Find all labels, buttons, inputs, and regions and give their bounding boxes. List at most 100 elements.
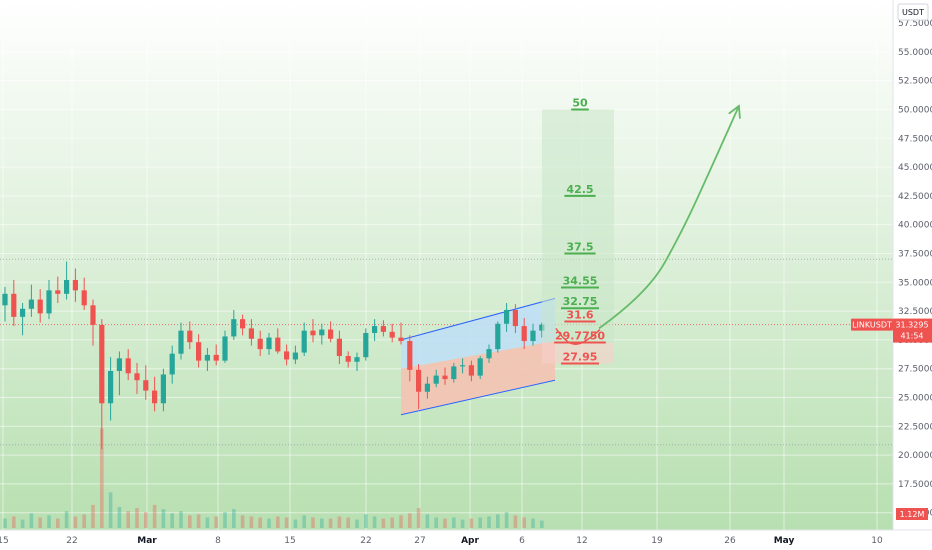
volume-bar [478,517,482,528]
candle-body [143,380,149,391]
volume-bar [82,514,86,528]
volume-bar [328,518,333,528]
price-axis-background [893,0,932,530]
price-tick-label: 50.0000 [898,105,932,115]
pullback-curve [555,327,601,345]
volume-bar [390,517,394,528]
time-tick-label: 22 [360,536,371,546]
volume-bar [443,518,447,528]
candle-body [20,308,26,317]
volume-bar [232,509,236,528]
candle-body [72,279,78,291]
grid [0,0,893,530]
candle-body [196,342,202,361]
volume-bar [161,509,166,528]
volume-bar [179,511,183,528]
symbol-label: LINKUSDT [852,321,892,330]
volume-bar [258,517,262,528]
candle-body [81,290,87,306]
price-tick-label: 27.5000 [898,365,932,375]
candle-body [28,299,34,309]
level-label: 32.75 [563,295,598,308]
volume-bar [399,515,403,528]
volume-bar [320,518,324,528]
level-label: 50 [572,96,588,109]
volume-bar [381,518,386,528]
time-tick-label: 15 [284,536,295,546]
target-arrow-curve [598,105,740,330]
candle-body [512,309,518,327]
volume-bar [293,519,298,528]
time-axis[interactable]: 15 22 Mar 8 15 22 27 Apr 6 12 19 26 May 10 [0,536,883,546]
candle-body [354,357,360,362]
candle-body [460,365,466,367]
volume-bar [355,519,359,528]
volume-bar [188,515,192,528]
volume-bar [311,517,315,528]
volume-bar [276,516,280,528]
target-zone [542,109,614,343]
volume-bar [108,492,113,528]
candle-body [398,337,404,342]
volume-bar [144,512,148,528]
volume-bar [364,514,368,528]
candle-body [477,358,483,376]
candle-body [486,349,492,359]
candle-body [99,324,105,404]
volume-bar [267,518,271,528]
volume-bar [302,515,306,528]
time-tick-label: May [774,536,795,546]
volume-bar [337,516,342,528]
channel-line [400,379,556,416]
price-tick-label: 57.5000 [898,19,932,29]
candles [2,261,545,450]
currency-unit-label: USDT [902,8,924,17]
volume-bar [135,508,139,528]
candle-body [257,338,263,350]
price-tick-label: 42.5000 [898,192,932,202]
candle-body [134,373,140,381]
candle-body [213,354,219,361]
candle-body [266,337,272,350]
candle-body [363,332,369,358]
time-tick-label: 12 [576,536,587,546]
price-tick-label: 40.0000 [898,221,932,231]
candle-body [37,299,43,314]
candle-body [169,353,175,375]
volume-bar [47,515,51,528]
volume-bar [117,507,122,528]
time-tick-label: 22 [66,536,77,546]
candle-body [468,365,474,376]
candle-body [187,330,193,343]
volume-bar [223,512,227,528]
candle-body [301,330,307,353]
candle-body [433,375,439,384]
candle-body [451,366,457,380]
candle-body [407,341,413,370]
time-tick-label: 15 [0,536,9,546]
candle-body [178,330,184,354]
candle-body [275,337,281,352]
candle-body [11,293,17,317]
price-tick-label: 22.5000 [898,422,932,432]
currency-unit-badge[interactable] [897,3,929,21]
candle-body [372,326,378,333]
level-label: 42.5 [566,183,593,196]
volume-bar [91,504,95,528]
candle-body [292,352,298,360]
volume-bar [522,517,526,528]
volume-bar [20,519,25,528]
last-price-badge [893,318,932,343]
candle-body [116,358,122,371]
time-tick-label: 10 [871,536,883,546]
candle-body [152,390,158,404]
horizontal-levels [0,258,893,446]
volume-bar [469,518,474,528]
candle-body [345,356,351,362]
candle-body [539,324,545,331]
volume-bars [3,428,544,528]
volume-bar [460,519,465,528]
volume-bar [504,512,509,528]
stop-zone [542,342,614,364]
